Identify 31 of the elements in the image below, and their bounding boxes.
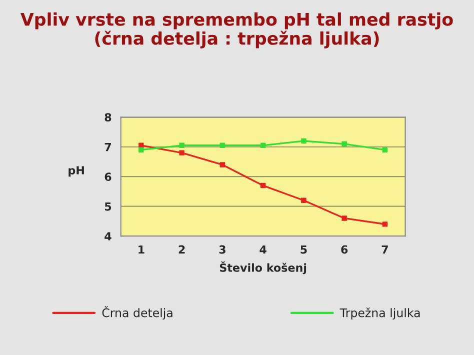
point: [138, 147, 144, 152]
x-tick-label: 6: [341, 245, 348, 254]
point: [220, 142, 226, 148]
point: [342, 141, 347, 147]
y-tick-label: 8: [104, 113, 112, 122]
x-tick-label: 2: [178, 245, 185, 254]
point: [301, 138, 306, 144]
x-tick-label: 1: [138, 245, 144, 254]
y-tick-label: 7: [104, 143, 111, 152]
legend-label: Trpežna ljulka: [340, 308, 420, 320]
chart-title: Vpliv vrste na spremembo pH tal med rastjo (črna detelja : trpežna ljulka): [20, 12, 453, 48]
point: [138, 142, 144, 148]
point: [301, 198, 306, 203]
point: [342, 216, 347, 221]
point: [382, 147, 388, 152]
x-tick-label: 4: [260, 245, 266, 254]
y-tick-label: 6: [104, 172, 112, 181]
y-tick-label: 4: [104, 232, 112, 240]
point: [179, 150, 184, 156]
x-axis-title: Število košenj: [220, 261, 306, 274]
x-tick-label: 7: [382, 245, 388, 254]
point: [260, 182, 266, 188]
point: [260, 142, 266, 148]
x-tick-label: 5: [300, 245, 307, 254]
point: [382, 222, 388, 227]
y-axis-title: pH: [68, 166, 84, 177]
point: [179, 142, 184, 148]
point: [220, 162, 226, 168]
y-tick-label: 5: [104, 202, 112, 211]
x-tick-label: 3: [219, 245, 226, 254]
legend-label: Črna detelja: [102, 306, 172, 320]
